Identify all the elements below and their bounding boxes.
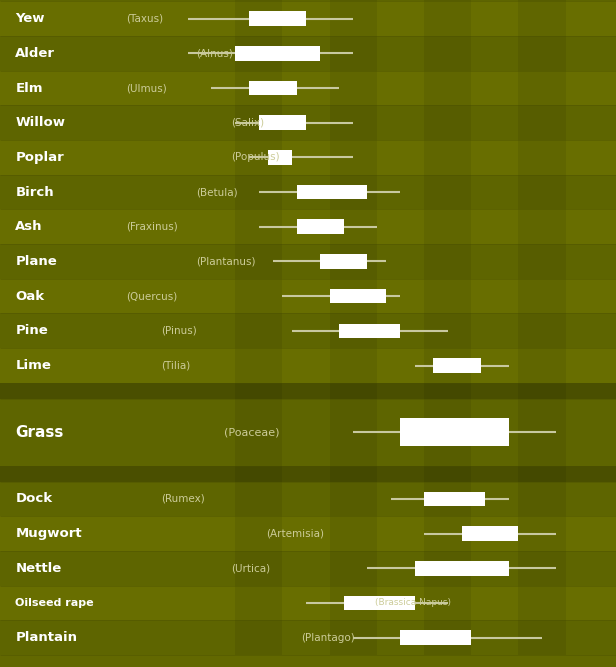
Bar [0,36,616,71]
Bar [0,620,616,655]
Bar [0,0,616,1]
Text: (Tilia): (Tilia) [161,361,190,370]
Bar [400,630,471,645]
Text: Nettle: Nettle [15,562,62,575]
Bar [0,348,616,383]
Text: Birch: Birch [15,185,54,199]
Text: Oilseed rape: Oilseed rape [15,598,94,608]
Text: (Brassica Napus): (Brassica Napus) [375,598,451,608]
Text: Dock: Dock [15,492,52,506]
Bar [424,492,485,506]
Bar [0,482,616,516]
Bar [434,358,480,373]
Text: Grass: Grass [15,425,64,440]
Bar [0,551,616,586]
Bar [0,279,616,313]
Text: (Salix): (Salix) [231,118,264,127]
Bar [0,399,616,466]
Bar [0,244,616,279]
Bar [424,0,471,655]
Bar [0,516,616,551]
Bar [415,561,509,576]
Text: Poplar: Poplar [15,151,64,164]
Bar [296,219,344,234]
Text: Yew: Yew [15,12,45,25]
Bar [0,140,616,175]
Text: Lime: Lime [15,359,51,372]
Bar [330,0,377,655]
Text: (Alnus): (Alnus) [196,49,233,58]
Bar [268,150,292,165]
Bar [462,526,519,541]
Text: Pine: Pine [15,324,48,338]
Text: Alder: Alder [15,47,55,60]
Bar [320,254,367,269]
Bar [259,115,306,130]
Bar [296,185,367,199]
Bar [0,71,616,105]
Bar [330,289,386,303]
Text: (Urtica): (Urtica) [231,564,270,573]
Bar [0,1,616,36]
Text: Plantain: Plantain [15,631,78,644]
Text: Plane: Plane [15,255,57,268]
Bar [0,175,616,209]
Bar [0,466,616,482]
Text: (Populus): (Populus) [231,153,280,162]
Bar [249,81,296,95]
Text: (Ulmus): (Ulmus) [126,83,166,93]
Text: Ash: Ash [15,220,43,233]
Text: Elm: Elm [15,81,43,95]
Bar [519,0,565,655]
Bar [0,586,616,620]
Bar [249,11,306,26]
Text: (Fraxinus): (Fraxinus) [126,222,177,231]
Bar [344,596,415,610]
Text: (Plantago): (Plantago) [301,633,355,642]
Bar [0,383,616,399]
Bar [0,105,616,140]
Bar [0,313,616,348]
Text: (Rumex): (Rumex) [161,494,205,504]
Text: (Quercus): (Quercus) [126,291,177,301]
Bar [235,0,282,655]
Text: (Plantanus): (Plantanus) [196,257,256,266]
Text: Willow: Willow [15,116,65,129]
Bar [235,46,320,61]
Text: (Taxus): (Taxus) [126,14,163,23]
Text: (Artemisia): (Artemisia) [266,529,324,538]
Text: (Poaceae): (Poaceae) [224,428,279,437]
Bar [339,323,400,338]
Text: Oak: Oak [15,289,44,303]
Text: Mugwort: Mugwort [15,527,82,540]
Bar [400,418,509,446]
Bar [0,209,616,244]
Text: (Betula): (Betula) [196,187,238,197]
Text: (Pinus): (Pinus) [161,326,197,336]
